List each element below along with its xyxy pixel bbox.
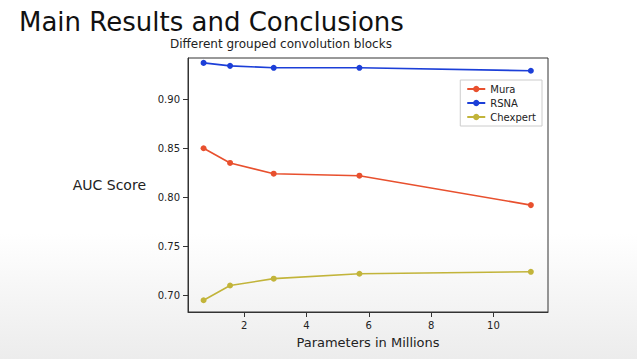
svg-text:0.80: 0.80	[158, 192, 180, 203]
svg-text:10: 10	[487, 320, 500, 331]
svg-text:RSNA: RSNA	[490, 98, 518, 109]
svg-text:6: 6	[366, 320, 372, 331]
svg-text:0.75: 0.75	[158, 241, 180, 252]
svg-text:4: 4	[303, 320, 309, 331]
svg-text:0.70: 0.70	[158, 290, 180, 301]
svg-text:8: 8	[428, 320, 434, 331]
svg-text:Main Results and Conclusions: Main Results and Conclusions	[19, 7, 404, 37]
svg-text:2: 2	[241, 320, 247, 331]
svg-text:0.90: 0.90	[158, 94, 180, 105]
svg-text:Parameters in Millions: Parameters in Millions	[296, 335, 439, 350]
svg-text:AUC Score: AUC Score	[73, 177, 146, 193]
svg-text:0.85: 0.85	[158, 143, 180, 154]
svg-text:Chexpert: Chexpert	[490, 112, 536, 123]
svg-text:Different grouped convolution: Different grouped convolution blocks	[170, 37, 392, 51]
svg-text:Mura: Mura	[490, 84, 515, 95]
